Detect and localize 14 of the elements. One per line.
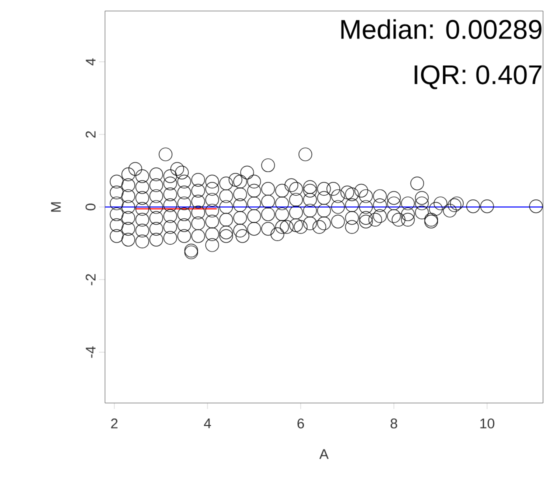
x-tick-label: 6	[298, 418, 304, 428]
y-tick-label: 0	[86, 204, 96, 210]
annotation: IQR: 0.407	[414, 65, 542, 90]
y-axis-title: M	[51, 202, 61, 212]
x-tick-label: 8	[390, 418, 398, 428]
x-tick-label: 2	[111, 418, 118, 428]
x-axis-title: A	[319, 449, 329, 459]
x-tick-label: 4	[204, 418, 211, 428]
y-tick-label: -4	[86, 346, 96, 358]
x-tick-label: 10	[480, 418, 494, 428]
annotation: Median: 0.00289	[341, 19, 542, 40]
y-tick-label: 2	[86, 131, 96, 138]
y-tick-label: -2	[86, 274, 96, 286]
y-tick-label: 4	[86, 58, 96, 66]
